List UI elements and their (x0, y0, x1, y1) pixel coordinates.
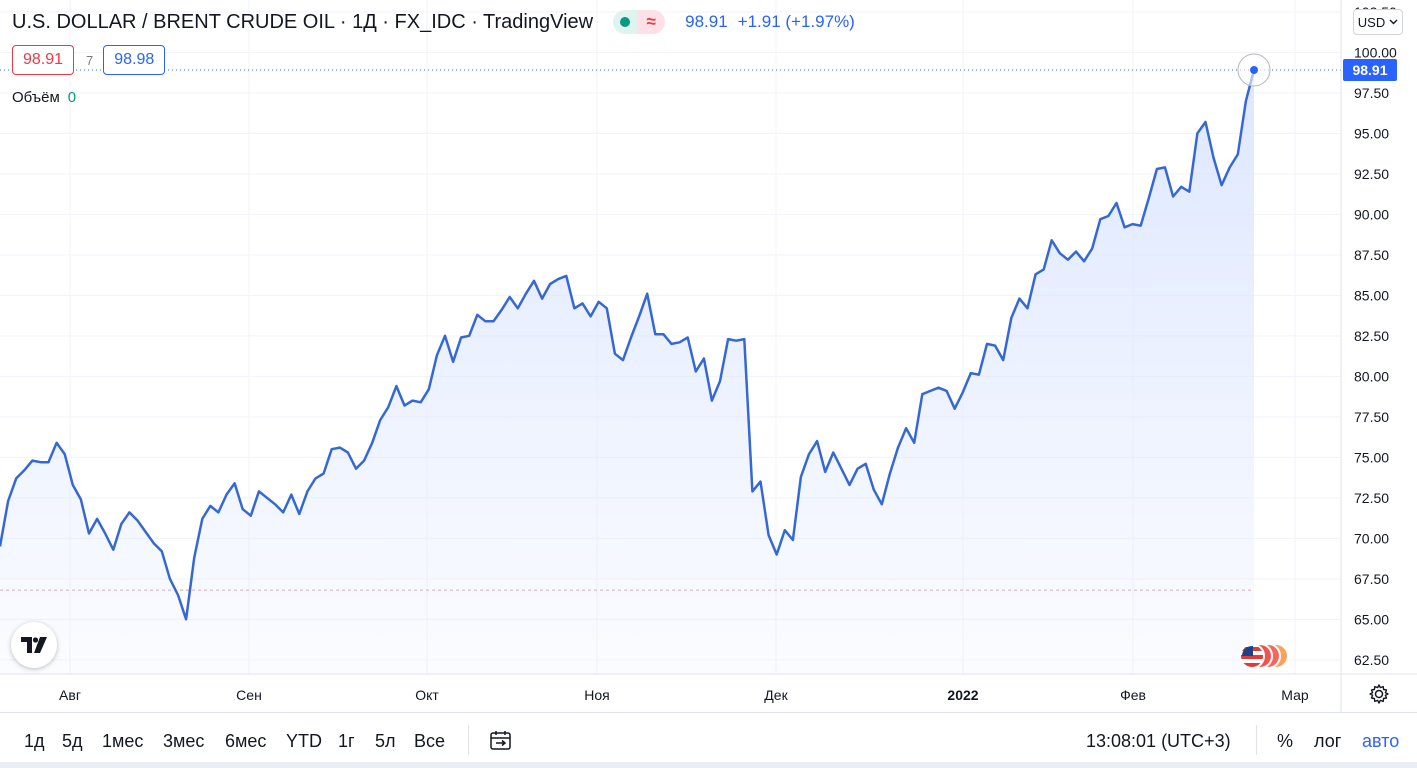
timeframe-1d[interactable]: 1д (24, 731, 45, 751)
x-tick-label: Окт (415, 687, 439, 703)
timeframe-1y[interactable]: 1г (338, 731, 355, 751)
last-point-marker[interactable] (1250, 66, 1258, 74)
currency-label: USD (1357, 14, 1386, 30)
y-tick-label: 100.00 (1354, 44, 1397, 60)
timeframe-5d[interactable]: 5д (62, 731, 83, 751)
quote-row: 98.91 7 98.98 (12, 45, 166, 75)
y-tick-label: 72.50 (1354, 490, 1389, 506)
volume-value: 0 (67, 89, 77, 106)
x-tick-label: Ноя (584, 687, 609, 703)
y-tick-label: 65.00 (1354, 611, 1389, 627)
last-price-label: 98.91 (1352, 62, 1387, 78)
y-tick-label: 75.00 (1354, 449, 1389, 465)
auto-scale-toggle[interactable]: авто (1362, 731, 1400, 751)
y-tick-label: 87.50 (1354, 247, 1389, 263)
price-change: +1.91 (+1.97%) (737, 12, 855, 31)
timeframe-5y[interactable]: 5л (375, 731, 396, 751)
price-chart[interactable]: 62.50 65.00 67.50 70.00 72.50 75.00 77.50 80.00… (0, 0, 1417, 712)
y-tick-label: 85.00 (1354, 287, 1389, 303)
timeframe-3m[interactable]: 3мес (163, 731, 205, 751)
x-tick-label: Дек (764, 687, 788, 703)
price-line[interactable] (0, 69, 1256, 621)
timeframe-6m[interactable]: 6мес (225, 731, 267, 751)
gear-icon[interactable] (1367, 682, 1391, 706)
y-tick-label: 77.50 (1354, 409, 1389, 425)
y-tick-label: 70.00 (1354, 530, 1389, 546)
delayed-data-icon: ≈ (637, 10, 666, 34)
bottom-toolbar: 1д 5д 1мес 3мес 6мес YTD 1г 5л Все 13:08… (0, 712, 1417, 768)
y-tick-label: 92.50 (1354, 166, 1389, 182)
calendar-range-icon[interactable] (489, 729, 513, 753)
symbol-title[interactable]: U.S. DOLLAR / BRENT CRUDE OIL · 1Д · FX_… (12, 10, 594, 33)
currency-flags-icon (1239, 643, 1299, 671)
bottom-edge (0, 762, 1417, 768)
market-status[interactable]: ≈ (613, 10, 666, 34)
log-scale-toggle[interactable]: лог (1314, 731, 1342, 751)
y-tick-label: 82.50 (1354, 328, 1389, 344)
y-tick-label: 62.50 (1354, 652, 1389, 668)
volume-label: Объём (12, 89, 60, 106)
toolbar-divider-right (1256, 725, 1257, 755)
session-clock[interactable]: 13:08:01 (UTC+3) (1086, 731, 1231, 751)
x-tick-label: 2022 (947, 687, 978, 703)
y-tick-label: 90.00 (1354, 206, 1389, 222)
ask-price[interactable]: 98.98 (103, 45, 166, 75)
chart-legend: U.S. DOLLAR / BRENT CRUDE OIL · 1Д · FX_… (12, 10, 855, 34)
y-tick-label: 80.00 (1354, 368, 1389, 384)
spread-value: 7 (86, 52, 94, 68)
x-tick-label: Мар (1281, 687, 1309, 703)
timeframe-ytd[interactable]: YTD (286, 731, 322, 751)
last-price-badge: 98.91 (1343, 59, 1397, 81)
tv-mark-icon (21, 637, 47, 653)
y-tick-label: 97.50 (1354, 85, 1389, 101)
price-scale[interactable]: 62.50 65.00 67.50 70.00 72.50 75.00 77.50 80.00… (1354, 4, 1397, 668)
timeframe-all[interactable]: Все (414, 731, 446, 751)
last-value: 98.91 (685, 12, 728, 31)
tradingview-logo-icon[interactable] (11, 622, 57, 668)
y-tick-label: 67.50 (1354, 571, 1389, 587)
timeframe-1m[interactable]: 1мес (102, 731, 144, 751)
market-open-icon (613, 10, 638, 34)
x-tick-label: Сен (236, 687, 262, 703)
y-tick-label: 95.00 (1354, 125, 1389, 141)
area-fill (0, 70, 1254, 674)
x-tick-label: Авг (59, 687, 81, 703)
toolbar-divider (468, 725, 469, 755)
chevron-down-icon (1389, 19, 1398, 25)
x-tick-label: Фев (1120, 687, 1146, 703)
bid-price[interactable]: 98.91 (12, 45, 75, 75)
volume-legend[interactable]: Объём 0 (12, 89, 76, 106)
currency-selector[interactable]: USD (1353, 9, 1403, 35)
percent-scale-toggle[interactable]: % (1277, 731, 1294, 751)
time-scale[interactable]: Авг Сен Окт Ноя Дек 2022 Фев Мар (59, 687, 1309, 703)
